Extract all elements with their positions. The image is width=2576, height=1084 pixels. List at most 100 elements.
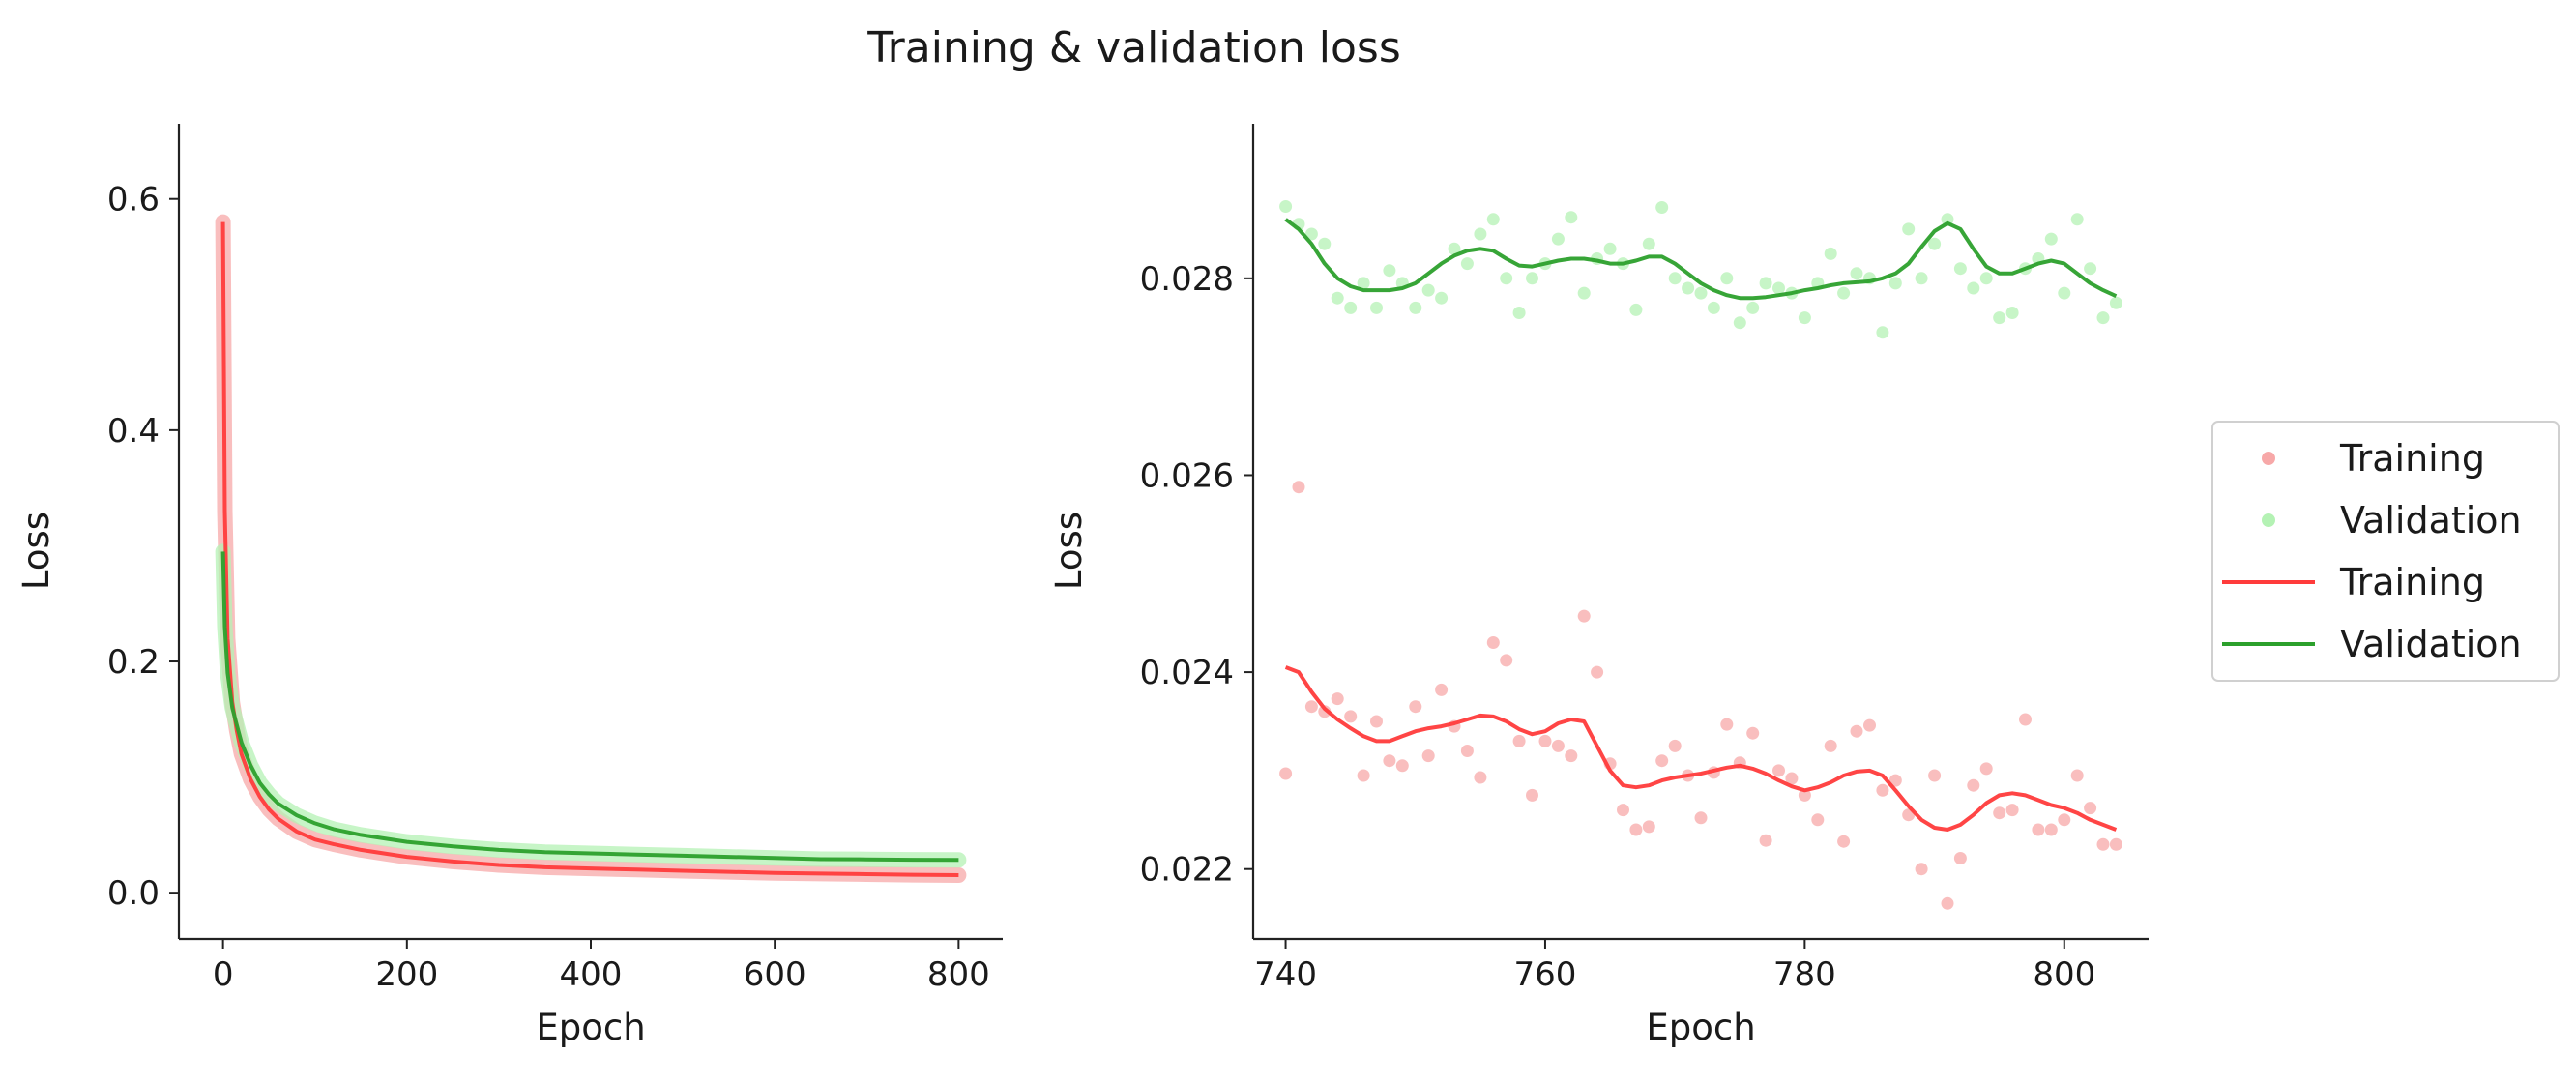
point-validation-755 [1474, 227, 1487, 241]
point-validation-792 [1953, 262, 1967, 276]
line-training [1284, 665, 2118, 832]
point-validation-743 [1318, 237, 1332, 250]
point-validation-772 [1694, 286, 1708, 300]
point-training-801 [2070, 769, 2084, 782]
point-validation-758 [1512, 307, 1526, 319]
point-validation-765 [1603, 242, 1617, 255]
point-band-validation [215, 543, 967, 868]
point-training-759 [1526, 788, 1538, 802]
point-validation-759 [1526, 272, 1538, 285]
point-training-804 [2109, 837, 2122, 851]
point-validation-778 [1772, 281, 1785, 295]
point-training-755 [1474, 771, 1487, 784]
x-axis-label: Epoch [1646, 1007, 1755, 1048]
point-validation-768 [1642, 237, 1655, 250]
point-training-742 [1304, 700, 1318, 714]
point-training-774 [1720, 718, 1734, 731]
point-training-754 [1460, 745, 1474, 757]
point-training-779 [1785, 772, 1799, 785]
y-tick-label: 0.2 [107, 643, 160, 682]
point-training-785 [1863, 718, 1876, 732]
point-training-796 [2005, 804, 2019, 817]
point-validation-791 [1941, 213, 1954, 226]
y-tick-label: 0.028 [1140, 260, 1234, 299]
point-validation-756 [1486, 213, 1500, 226]
point-training-800 [2058, 813, 2071, 827]
point-training-794 [1979, 762, 1993, 776]
point-training-778 [1772, 764, 1785, 777]
point-validation-782 [1824, 247, 1837, 260]
point-training-777 [1759, 834, 1772, 847]
y-tick-label: 0.0 [107, 874, 160, 913]
point-training-786 [1876, 783, 1889, 797]
point-training-769 [1655, 754, 1669, 768]
point-validation-784 [1850, 267, 1863, 280]
y-tick-label: 0.024 [1140, 654, 1234, 692]
x-tick-label: 800 [927, 955, 990, 994]
point-band-training [215, 214, 967, 883]
point-training-747 [1370, 715, 1383, 728]
point-training-750 [1409, 700, 1422, 714]
point-training-764 [1591, 665, 1604, 679]
point-training-740 [1279, 767, 1293, 780]
point-training-744 [1331, 692, 1344, 706]
point-validation-747 [1370, 301, 1383, 314]
legend-label: Training [2339, 437, 2485, 480]
point-validation-751 [1421, 283, 1435, 297]
point-training-760 [1538, 734, 1552, 747]
point-validation-754 [1460, 257, 1474, 271]
point-training-763 [1577, 609, 1591, 623]
point-training-795 [1993, 806, 2006, 820]
point-validation-783 [1837, 286, 1851, 300]
x-axis-label: Epoch [536, 1007, 645, 1048]
point-validation-790 [1928, 237, 1942, 250]
point-validation-789 [1915, 272, 1928, 285]
point-validation-800 [2058, 286, 2071, 300]
legend-label: Training [2339, 561, 2485, 603]
point-validation-804 [2109, 296, 2122, 309]
point-training-751 [1421, 749, 1435, 763]
point-validation-744 [1331, 291, 1344, 305]
point-training-756 [1486, 636, 1500, 649]
point-training-761 [1551, 739, 1565, 752]
point-training-766 [1617, 804, 1629, 817]
x-tick-label: 400 [560, 955, 623, 994]
line-training [220, 221, 959, 877]
point-training-749 [1395, 759, 1409, 773]
point-training-758 [1512, 734, 1526, 747]
point-validation-777 [1759, 277, 1772, 290]
legend-marker-validation [2262, 513, 2275, 527]
point-validation-795 [1993, 311, 2006, 325]
point-training-791 [1941, 896, 1954, 910]
line-validation [1284, 218, 2118, 301]
point-validation-786 [1876, 326, 1889, 339]
point-validation-776 [1746, 301, 1760, 314]
point-validation-753 [1448, 242, 1461, 255]
point-training-793 [1967, 778, 1980, 792]
right-panel-last-epochs: 740 760 780 800 0.022 0.024 0.026 0.028 Epoch Los… [1048, 124, 2149, 1048]
point-validation-803 [2096, 311, 2110, 325]
point-training-762 [1565, 749, 1578, 763]
x-tick-label: 780 [1773, 955, 1836, 994]
point-validation-780 [1798, 311, 1811, 325]
point-validation-742 [1304, 227, 1318, 241]
point-validation-767 [1629, 303, 1643, 316]
point-validation-771 [1682, 281, 1695, 295]
point-training-741 [1292, 481, 1305, 494]
y-axis-label: Loss [1048, 512, 1090, 590]
point-validation-757 [1500, 272, 1513, 285]
point-training-789 [1915, 863, 1928, 876]
point-validation-762 [1565, 211, 1578, 224]
point-training-803 [2096, 837, 2110, 851]
point-training-770 [1668, 739, 1682, 752]
y-tick-label: 0.022 [1140, 851, 1234, 890]
point-validation-763 [1577, 286, 1591, 300]
y-tick-label: 0.4 [107, 412, 160, 451]
point-validation-748 [1383, 264, 1396, 278]
figure-title: Training & validation loss [866, 23, 1401, 73]
x-tick-label: 600 [744, 955, 806, 994]
point-validation-752 [1435, 291, 1449, 305]
point-training-783 [1837, 835, 1851, 848]
point-validation-761 [1551, 232, 1565, 246]
